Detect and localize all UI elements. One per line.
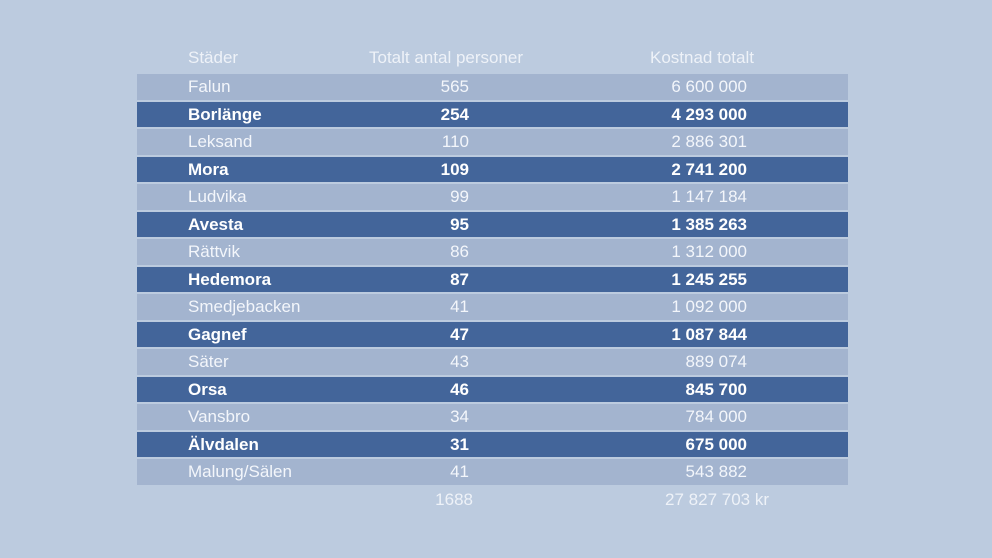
city-cell: Ludvika: [188, 187, 247, 206]
table-row: Avesta 95 1 385 263: [137, 211, 848, 237]
cost-cell: 1 245 255: [671, 269, 747, 289]
table-row: Ludvika 99 1 147 184: [137, 184, 848, 210]
column-header-cost: Kostnad totalt: [650, 48, 754, 67]
cost-cell: 4 293 000: [671, 104, 747, 124]
persons-cell: 34: [450, 407, 469, 426]
table-row: Vansbro 34 784 000: [137, 404, 848, 430]
table-row: Mora 109 2 741 200: [137, 156, 848, 182]
total-cost: 27 827 703 kr: [665, 490, 769, 509]
cost-cell: 1 385 263: [671, 214, 747, 234]
city-cell: Hedemora: [188, 269, 272, 289]
column-header-city: Städer: [188, 48, 239, 67]
persons-cell: 31: [450, 434, 469, 454]
cost-cell: 2 741 200: [671, 159, 747, 179]
cost-cell: 675 000: [685, 434, 747, 454]
city-cell: Vansbro: [188, 407, 251, 426]
persons-cell: 254: [440, 104, 469, 124]
city-cell: Avesta: [188, 214, 244, 234]
total-persons: 1688: [435, 490, 473, 509]
table-row: Älvdalen 31 675 000: [137, 431, 848, 457]
persons-cell: 86: [450, 242, 469, 261]
table-row: Orsa 46 845 700: [137, 376, 848, 402]
cost-cell: 6 600 000: [671, 77, 747, 96]
persons-cell: 87: [450, 269, 469, 289]
persons-cell: 43: [450, 352, 469, 371]
cost-cell: 784 000: [685, 407, 747, 426]
table-row: Hedemora 87 1 245 255: [137, 266, 848, 292]
persons-cell: 99: [450, 187, 469, 206]
persons-cell: 110: [441, 132, 469, 151]
city-cell: Orsa: [188, 379, 227, 399]
cost-cell: 889 074: [685, 352, 747, 371]
city-cell: Smedjebacken: [188, 297, 301, 316]
city-cell: Leksand: [188, 132, 253, 151]
persons-cell: 41: [450, 462, 469, 481]
table-row: Borlänge 254 4 293 000: [137, 101, 848, 127]
cost-cell: 2 886 301: [671, 132, 747, 151]
table-body: Falun 565 6 600 000 Borlänge 254 4 293 000 Lek…: [137, 74, 848, 487]
cost-cell: 1 147 184: [671, 187, 747, 206]
column-header-persons: Totalt antal personer: [369, 48, 524, 67]
persons-cell: 95: [450, 214, 469, 234]
persons-cell: 109: [440, 159, 469, 179]
persons-cell: 46: [450, 379, 469, 399]
city-cell: Falun: [188, 77, 231, 96]
cost-cell: 1 092 000: [671, 297, 747, 316]
table-row: Falun 565 6 600 000: [137, 74, 848, 100]
cost-cell: 1 312 000: [671, 242, 747, 261]
city-cell: Borlänge: [188, 104, 262, 124]
persons-cell: 565: [440, 77, 469, 96]
city-cell: Malung/Sälen: [188, 462, 292, 481]
city-cell: Rättvik: [188, 242, 240, 261]
cost-cell: 543 882: [685, 462, 747, 481]
persons-cell: 47: [450, 324, 469, 344]
table-row: Säter 43 889 074: [137, 349, 848, 375]
table-row: Gagnef 47 1 087 844: [137, 321, 848, 347]
cost-cell: 845 700: [685, 379, 747, 399]
cost-cell: 1 087 844: [671, 324, 747, 344]
table-row: Malung/Sälen 41 543 882: [137, 459, 848, 485]
city-cell: Säter: [188, 352, 229, 371]
table-row: Smedjebacken 41 1 092 000: [137, 294, 848, 320]
city-cell: Älvdalen: [188, 434, 259, 454]
persons-cell: 41: [450, 297, 469, 316]
city-cell: Mora: [188, 159, 229, 179]
city-cell: Gagnef: [188, 324, 247, 344]
table-row: Rättvik 86 1 312 000: [137, 239, 848, 265]
table-row: Leksand 110 2 886 301: [137, 129, 848, 155]
